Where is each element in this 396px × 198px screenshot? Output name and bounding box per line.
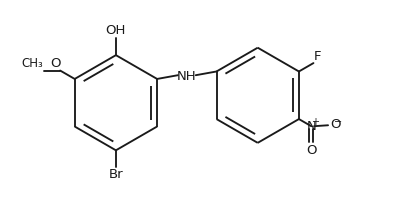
Text: Br: Br <box>109 168 123 181</box>
Text: O: O <box>306 145 316 157</box>
Text: O: O <box>330 118 341 131</box>
Text: −: − <box>334 117 343 127</box>
Text: F: F <box>314 50 322 63</box>
Text: NH: NH <box>177 70 197 83</box>
Text: OH: OH <box>106 24 126 37</box>
Text: N: N <box>307 120 316 133</box>
Text: +: + <box>311 117 319 128</box>
Text: O: O <box>51 57 61 70</box>
Text: CH₃: CH₃ <box>21 57 43 70</box>
